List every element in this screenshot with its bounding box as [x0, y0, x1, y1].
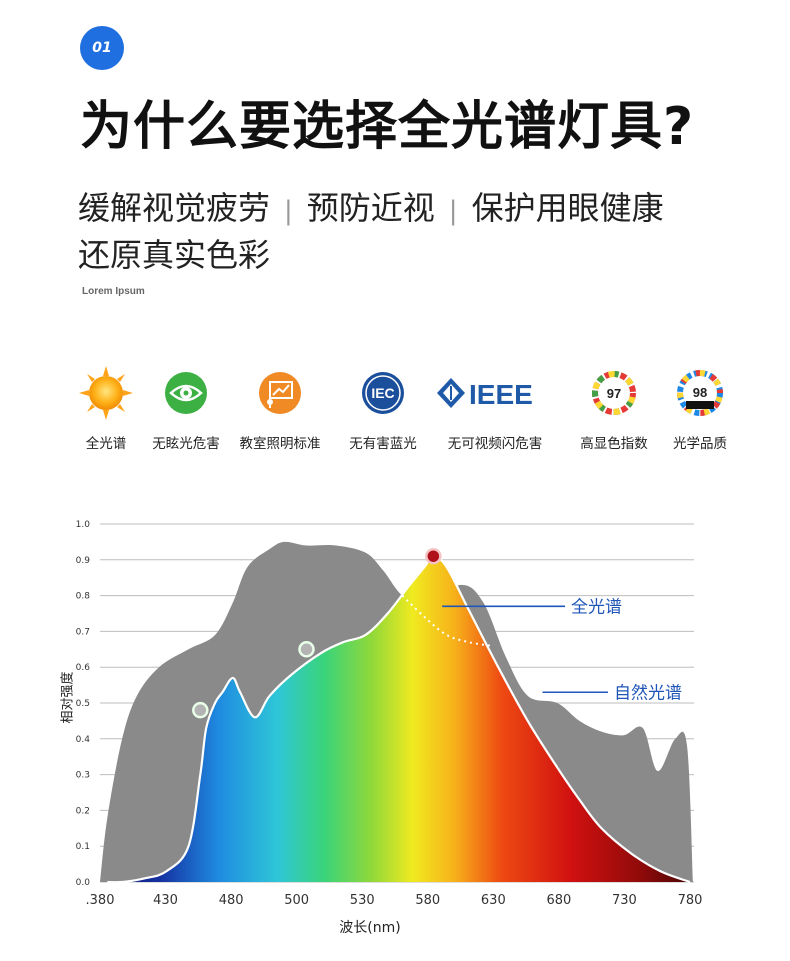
- section-number-badge: 01: [80, 26, 124, 70]
- x-tick-label: .380: [86, 893, 115, 908]
- y-tick-label: 0.1: [76, 842, 90, 852]
- y-tick-label: 0.2: [76, 806, 90, 816]
- x-tick-label: 780: [678, 893, 703, 908]
- cri-97-icon: 97: [566, 364, 662, 422]
- benefit-item: 还原真实色彩: [78, 236, 271, 274]
- y-tick-label: 0.9: [76, 556, 91, 566]
- data-marker: [425, 547, 442, 565]
- y-axis-title: 相对强度: [60, 671, 76, 724]
- x-tick-label: 430: [153, 893, 178, 908]
- x-tick-label: 730: [612, 893, 637, 908]
- x-tick-label: 580: [415, 893, 440, 908]
- small-caption: Lorem Ipsum: [82, 286, 145, 297]
- full-spectrum-line: [107, 555, 691, 884]
- feature-item: IEEE 无可视频闪危害: [430, 364, 560, 452]
- x-tick-label: 530: [350, 893, 375, 908]
- eye-icon: [138, 364, 234, 422]
- ieee-text: IEEE: [469, 379, 533, 410]
- y-tick-label: 0.3: [76, 771, 90, 781]
- feature-label: 光学品质: [673, 436, 727, 452]
- y-tick-label: 0.5: [76, 699, 90, 709]
- y-tick-label: 0.7: [76, 627, 90, 637]
- cri-98-icon: 98: [652, 364, 748, 422]
- feature-item: 97 高显色指数: [566, 364, 662, 452]
- benefit-item: 预防近视: [306, 189, 435, 227]
- data-markers: [192, 547, 442, 719]
- ieee-icon: IEEE: [430, 364, 560, 422]
- y-tick-label: 0.8: [76, 592, 91, 602]
- x-tick-label: 630: [481, 893, 506, 908]
- benefit-item: 缓解视觉疲劳: [78, 189, 271, 227]
- feature-label: 教室照明标准: [239, 436, 321, 452]
- feature-label: 无可视频闪危害: [447, 436, 543, 452]
- x-tick-label: 500: [284, 893, 309, 908]
- y-axis-ticks: 0.0 0.1 0.2 0.3 0.4 0.5 0.6 0.7 0.8 0.9 1.0: [76, 520, 91, 888]
- sun-icon: [58, 364, 154, 422]
- feature-label: 全光谱: [85, 436, 127, 452]
- feature-icons-row: 全光谱 无眩光危害 教室照明标准 IEC: [70, 364, 750, 464]
- data-marker: [192, 701, 209, 719]
- feature-item: 全光谱: [58, 364, 154, 452]
- feature-item: IEC 无有害蓝光: [335, 364, 431, 452]
- x-tick-label: 480: [219, 893, 244, 908]
- y-tick-label: 0.4: [76, 735, 91, 745]
- x-tick-label: 680: [546, 893, 571, 908]
- full-spectrum-area: [107, 556, 690, 883]
- feature-item: 无眩光危害: [138, 364, 234, 452]
- benefit-item: 保护用眼健康: [471, 189, 664, 227]
- y-tick-label: 0.6: [76, 663, 91, 673]
- annotation-label: 全光谱: [571, 597, 622, 617]
- separator: |: [448, 196, 458, 226]
- spectrum-chart: 0.0 0.1 0.2 0.3 0.4 0.5 0.6 0.7 0.8 0.9 1.0 全光谱自然光…: [76, 520, 703, 936]
- iec-text: IEC: [371, 385, 394, 401]
- y-tick-label: 0.0: [76, 878, 91, 888]
- dotted-guide-line: [401, 594, 492, 647]
- classroom-icon: [232, 364, 328, 422]
- feature-label: 无有害蓝光: [349, 436, 417, 452]
- feature-item: 教室照明标准: [232, 364, 328, 452]
- x-axis-ticks: .380 430 480 500 530 580 630 680 730 780: [86, 893, 703, 908]
- feature-label: 高显色指数: [580, 436, 648, 452]
- y-tick-label: 1.0: [76, 520, 91, 530]
- separator: |: [284, 196, 293, 226]
- iec-icon: IEC: [335, 364, 431, 422]
- annotation-label: 自然光谱: [614, 683, 682, 703]
- feature-item: 98 光学品质: [652, 364, 748, 452]
- cri-97-text: 97: [607, 386, 621, 401]
- cri-98-text: 98: [693, 385, 707, 400]
- benefits-line: 缓解视觉疲劳 | 预防近视 | 保护用眼健康 还原真实色彩: [78, 186, 758, 277]
- data-marker: [298, 641, 315, 658]
- page-title: 为什么要选择全光谱灯具?: [80, 97, 695, 157]
- feature-label: 无眩光危害: [152, 436, 220, 452]
- x-axis-title: 波长(nm): [339, 920, 400, 936]
